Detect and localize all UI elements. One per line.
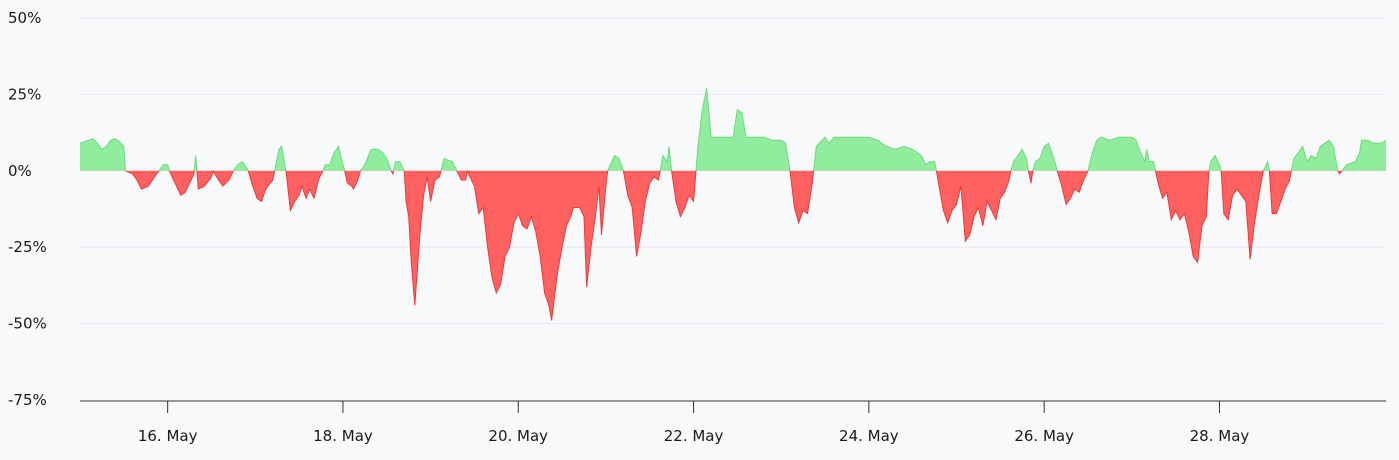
y-tick-label: 25%	[8, 85, 41, 103]
x-tick-label: 28. May	[1190, 427, 1250, 445]
x-tick-label: 22. May	[664, 427, 724, 445]
negative-line	[125, 170, 1343, 321]
y-tick-label: 0%	[8, 162, 32, 180]
x-tick-label: 16. May	[138, 427, 198, 445]
positive-area	[80, 88, 1386, 171]
x-tick-label: 20. May	[488, 427, 548, 445]
y-tick-label: 50%	[8, 9, 41, 27]
positive-fill	[80, 88, 1386, 171]
plot-area	[80, 88, 1386, 321]
y-tick-label: -25%	[8, 238, 47, 256]
y-tick-label: -50%	[8, 315, 47, 333]
x-tick-label: 26. May	[1014, 427, 1074, 445]
x-tick-label: 18. May	[313, 427, 373, 445]
y-tick-label: -75%	[8, 391, 47, 409]
negative-area	[125, 170, 1343, 321]
x-tick-label: 24. May	[839, 427, 899, 445]
x-axis	[80, 400, 1386, 413]
tick-labels: 50% 25% 0% -25% -50% -75% 16. May 18. May 20. Ma…	[8, 9, 1249, 445]
